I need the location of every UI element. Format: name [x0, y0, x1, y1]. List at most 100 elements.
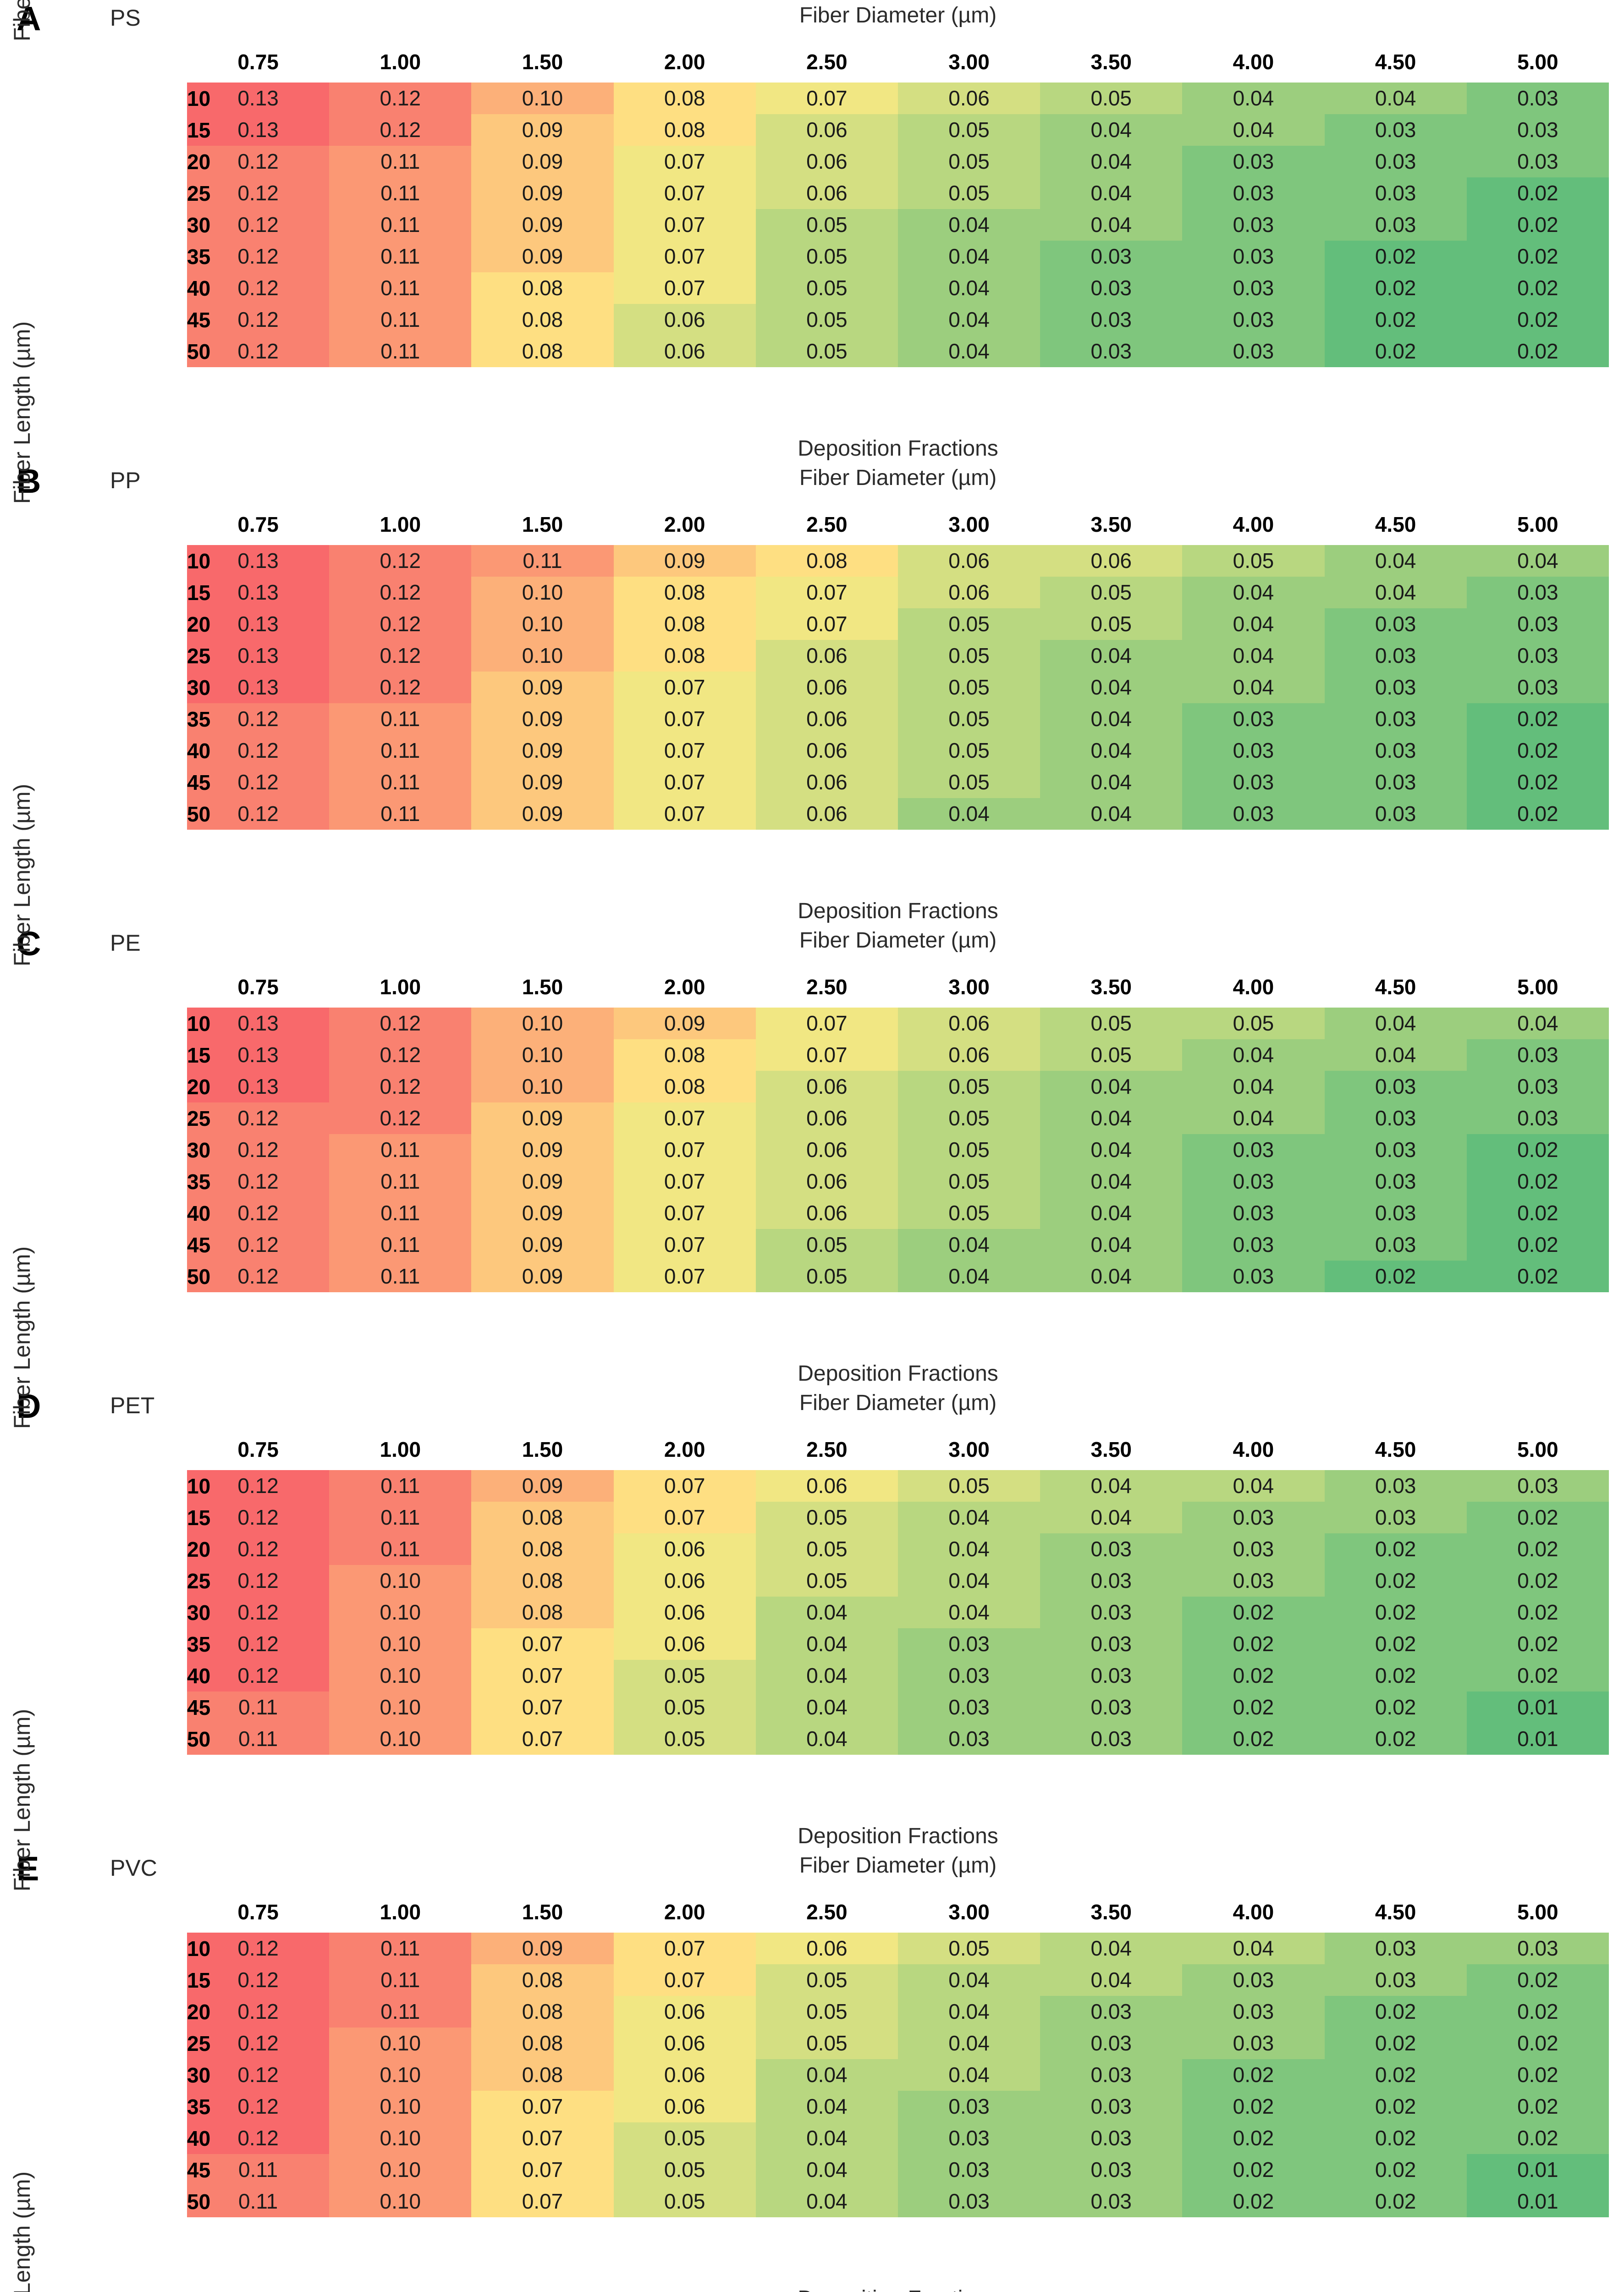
- heatmap-cell: 0.04: [1324, 545, 1467, 577]
- heatmap-cell: 0.03: [1182, 209, 1325, 241]
- heatmap-cell: 0.06: [755, 177, 898, 209]
- heatmap-cell: 0.07: [755, 83, 898, 114]
- heatmap-cell: 0.05: [613, 2186, 756, 2217]
- heatmap-cell: 0.03: [1182, 1996, 1325, 2028]
- heatmap-cell: 0.12: [187, 209, 330, 241]
- heatmap-cell: 0.12: [187, 146, 330, 177]
- heatmap-cell: 0.06: [613, 2091, 756, 2122]
- heatmap-cell: 0.02: [1466, 1628, 1609, 1660]
- heatmap-cell: 0.12: [187, 336, 330, 367]
- heatmap-cell: 0.10: [471, 1039, 614, 1071]
- heatmap-cell: 0.03: [1466, 146, 1609, 177]
- heatmap-cell: 0.11: [329, 1229, 472, 1261]
- heatmap-cell: 0.03: [897, 1628, 1040, 1660]
- heatmap-cell: 0.12: [187, 1533, 330, 1565]
- panel-letter: C: [17, 925, 41, 963]
- column-header: 4.50: [1324, 1426, 1467, 1470]
- heatmap-cell: 0.05: [897, 1102, 1040, 1134]
- heatmap-cell: 0.09: [471, 177, 614, 209]
- heatmap-cell: 0.04: [1040, 114, 1183, 146]
- column-header: 2.50: [755, 39, 898, 83]
- y-axis-title: Fiber Length (µm): [0, 0, 44, 124]
- heatmap-cell: 0.13: [187, 608, 330, 640]
- heatmap-cell: 0.04: [897, 241, 1040, 272]
- heatmap-cell: 0.03: [1040, 1565, 1183, 1597]
- heatmap-cell: 0.03: [1182, 304, 1325, 336]
- heatmap-cell: 0.13: [187, 83, 330, 114]
- heatmap-cell: 0.12: [329, 640, 472, 672]
- heatmap-cell: 0.05: [897, 672, 1040, 703]
- heatmap-cell: 0.05: [897, 146, 1040, 177]
- column-header: 2.00: [613, 1426, 756, 1470]
- heatmap-cell: 0.04: [1040, 1102, 1183, 1134]
- x-axis-title-top: Fiber Diameter (µm): [799, 1391, 997, 1415]
- heatmap-cell: 0.02: [1466, 1533, 1609, 1565]
- heatmap-cell: 0.03: [1324, 1134, 1467, 1166]
- heatmap-cell: 0.02: [1182, 2186, 1325, 2217]
- heatmap-cell: 0.02: [1466, 2122, 1609, 2154]
- heatmap-cell: 0.04: [755, 1597, 898, 1628]
- heatmap-cell: 0.08: [471, 1597, 614, 1628]
- heatmap-cell: 0.03: [1182, 1261, 1325, 1292]
- heatmap-row: 500.110.100.070.050.040.030.030.020.020.…: [187, 2186, 1609, 2217]
- y-axis-title: Fiber Length (µm): [9, 783, 35, 967]
- panel-d: D PET Fiber Diameter (µm) Fiber Length (µm)…: [0, 1246, 1624, 1850]
- heatmap-cell: 0.12: [329, 114, 472, 146]
- heatmap-cell: 0.05: [755, 336, 898, 367]
- heatmap-row: 400.120.110.080.070.050.040.030.030.020.…: [187, 272, 1609, 304]
- panel-letter: D: [17, 1387, 41, 1425]
- heatmap-cell: 0.06: [897, 83, 1040, 114]
- column-header: 4.50: [1324, 39, 1467, 83]
- heatmap-row: 500.120.110.090.070.060.040.040.030.030.…: [187, 798, 1609, 830]
- heatmap-cell: 0.03: [1324, 640, 1467, 672]
- heatmap-cell: 0.10: [329, 1628, 472, 1660]
- heatmap-cell: 0.04: [1182, 1933, 1325, 1964]
- heatmap-cell: 0.10: [329, 1597, 472, 1628]
- column-header: 2.50: [755, 964, 898, 1008]
- heatmap-cell: 0.02: [1324, 2028, 1467, 2059]
- heatmap-cell: 0.11: [329, 304, 472, 336]
- heatmap-cell: 0.04: [755, 2122, 898, 2154]
- heatmap-cell: 0.02: [1182, 2154, 1325, 2186]
- panel-a: A PS Fiber Diameter (µm) Fiber Length (µm) D…: [0, 0, 1624, 463]
- heatmap-cell: 0.12: [187, 1597, 330, 1628]
- heatmap-cell: 0.06: [613, 2028, 756, 2059]
- heatmap-cell: 0.08: [471, 272, 614, 304]
- heatmap-cell: 0.04: [1040, 1166, 1183, 1197]
- column-header: 0.75: [187, 1889, 330, 1933]
- heatmap-cell: 0.04: [1040, 798, 1183, 830]
- heatmap-cell: 0.13: [187, 1071, 330, 1102]
- heatmap-cell: 0.04: [897, 2059, 1040, 2091]
- heatmap-cell: 0.12: [187, 1229, 330, 1261]
- heatmap-cell: 0.03: [1182, 336, 1325, 367]
- column-header-row: 0.75 1.00 1.50 2.00 2.50 3.00 3.50 4.00 4.50 5.00: [187, 39, 1609, 83]
- heatmap-cell: 0.06: [613, 1533, 756, 1565]
- heatmap-row: 450.120.110.090.070.050.040.040.030.030.…: [187, 1229, 1609, 1261]
- heatmap-row: 200.120.110.080.060.050.040.030.030.020.…: [187, 1996, 1609, 2028]
- heatmap-cell: 0.13: [187, 114, 330, 146]
- heatmap-row: 450.110.100.070.050.040.030.030.020.020.…: [187, 2154, 1609, 2186]
- heatmap-cell: 0.03: [1324, 177, 1467, 209]
- heatmap-cell: 0.04: [755, 2154, 898, 2186]
- heatmap-cell: 0.13: [187, 577, 330, 608]
- heatmap-cell: 0.04: [1182, 1102, 1325, 1134]
- heatmap-cell: 0.03: [1182, 1565, 1325, 1597]
- heatmap-cell: 0.04: [755, 2091, 898, 2122]
- heatmap-cell: 0.07: [613, 1166, 756, 1197]
- heatmap-cell: 0.12: [187, 1502, 330, 1533]
- heatmap-cell: 0.04: [1040, 177, 1183, 209]
- heatmap-cell: 0.03: [1324, 798, 1467, 830]
- heatmap-cell: 0.11: [187, 1691, 330, 1723]
- heatmap-cell: 0.05: [897, 177, 1040, 209]
- heatmap-cell: 0.04: [1040, 1470, 1183, 1502]
- heatmap-cell: 0.03: [897, 2154, 1040, 2186]
- heatmap-cell: 0.05: [1040, 83, 1183, 114]
- heatmap-cell: 0.12: [187, 798, 330, 830]
- heatmap-cell: 0.12: [187, 703, 330, 735]
- heatmap-cell: 0.07: [471, 1691, 614, 1723]
- heatmap-cell: 0.06: [613, 1996, 756, 2028]
- heatmap-cell: 0.07: [613, 1102, 756, 1134]
- heatmap-cell: 0.01: [1466, 2154, 1609, 2186]
- heatmap-cell: 0.07: [755, 1008, 898, 1039]
- column-header: 0.75: [187, 501, 330, 545]
